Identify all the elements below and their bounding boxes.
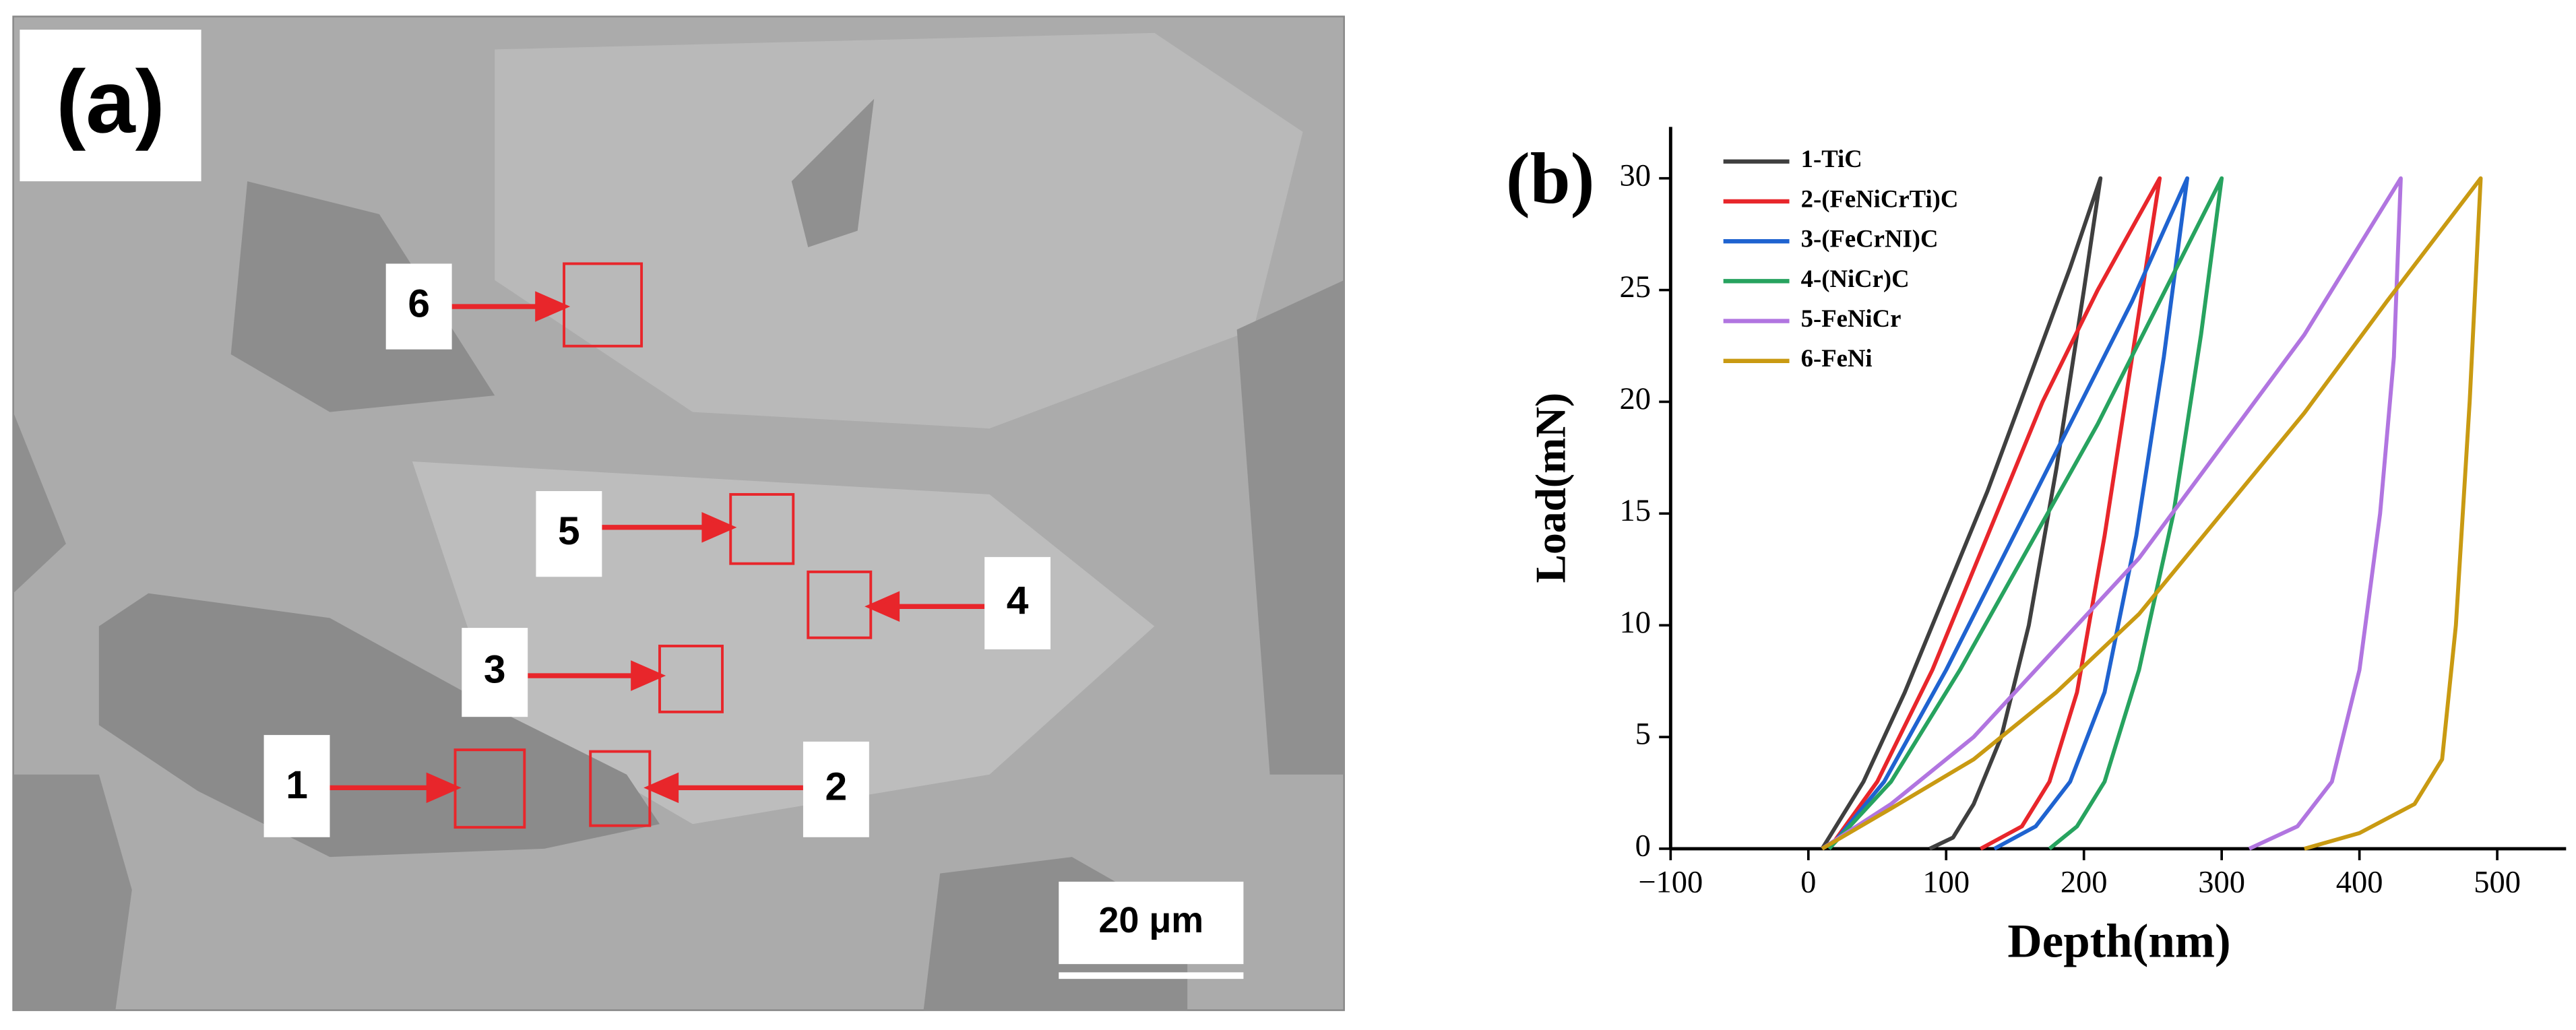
marker-label: 1 <box>286 763 308 807</box>
light-phase <box>495 32 1303 429</box>
marker-label: 5 <box>558 509 580 553</box>
panel-label: (b) <box>1506 139 1595 219</box>
chart: (b) Depth(nm) Load(mN) −100 0 100 200 300 400… <box>1506 127 2567 968</box>
series-line <box>1827 176 2224 851</box>
dark-grain <box>791 98 875 247</box>
dark-grain <box>13 412 66 593</box>
x-tick-label: −100 <box>1638 865 1703 899</box>
y-tick-label: 30 <box>1619 158 1650 193</box>
legend-label: 5-FeNiCr <box>1801 304 1902 332</box>
marker-label: 6 <box>408 282 430 326</box>
label-box <box>20 30 201 182</box>
arrow-head <box>643 772 679 804</box>
x-tick-label: 400 <box>2336 865 2383 899</box>
x-axis-label: Depth(nm) <box>2007 915 2230 968</box>
arrow-head <box>426 772 462 804</box>
arrow-head <box>631 660 666 691</box>
scale-label: 20 μm <box>1099 900 1204 940</box>
dark-grain <box>230 181 495 412</box>
arrows <box>329 291 985 804</box>
y-tick-label: 10 <box>1619 606 1650 640</box>
legend-label: 6-FeNi <box>1801 344 1873 372</box>
marker-box <box>536 491 602 577</box>
y-axis-label: Load(mN) <box>1527 393 1575 583</box>
y-tick-label: 5 <box>1635 717 1651 752</box>
x-tick-label: 0 <box>1800 865 1816 899</box>
marker-boxes <box>263 263 1051 837</box>
marker-box <box>803 741 869 837</box>
legend-label: 4-(NiCr)C <box>1801 265 1910 292</box>
panel-label: (a) <box>56 52 165 152</box>
dark-grain <box>13 774 132 1010</box>
micrograph: (a) 1 2 3 4 <box>12 15 1345 1011</box>
series-line <box>1820 176 2103 851</box>
arrow-head <box>535 291 571 322</box>
series-line <box>1821 176 2483 851</box>
x-tick-label: 300 <box>2198 865 2245 899</box>
dark-grain <box>98 593 660 858</box>
legend-label: 2-(FeNiCrTi)C <box>1801 185 1959 212</box>
marker-box <box>385 263 452 350</box>
x-tick-label: 200 <box>2061 865 2108 899</box>
indent-box <box>658 645 724 713</box>
marker-labels: 1 2 3 4 5 6 <box>286 282 1029 809</box>
y-tick-label: 15 <box>1619 494 1650 528</box>
legend-label: 1-TiC <box>1801 145 1862 172</box>
marker-box <box>462 628 528 717</box>
x-tick-label: 500 <box>2474 865 2521 899</box>
arrow-head <box>701 512 737 543</box>
marker-box <box>263 735 330 837</box>
y-tick-label: 0 <box>1635 829 1651 864</box>
x-tick-label: 100 <box>1922 865 1970 899</box>
y-tick-label: 20 <box>1619 382 1650 416</box>
marker-label: 3 <box>484 648 506 692</box>
arrow-head <box>865 591 900 622</box>
dark-grain <box>1236 280 1344 775</box>
legend-label: 3-(FeCrNI)C <box>1801 225 1939 253</box>
scale-box <box>1059 881 1244 965</box>
y-tick-label: 25 <box>1619 270 1650 304</box>
marker-label: 4 <box>1007 579 1029 622</box>
marker-label: 2 <box>825 765 848 808</box>
series-line <box>1827 176 2189 851</box>
marker-box <box>984 556 1051 649</box>
series-line <box>1827 176 2162 851</box>
series-line <box>1821 176 2403 851</box>
